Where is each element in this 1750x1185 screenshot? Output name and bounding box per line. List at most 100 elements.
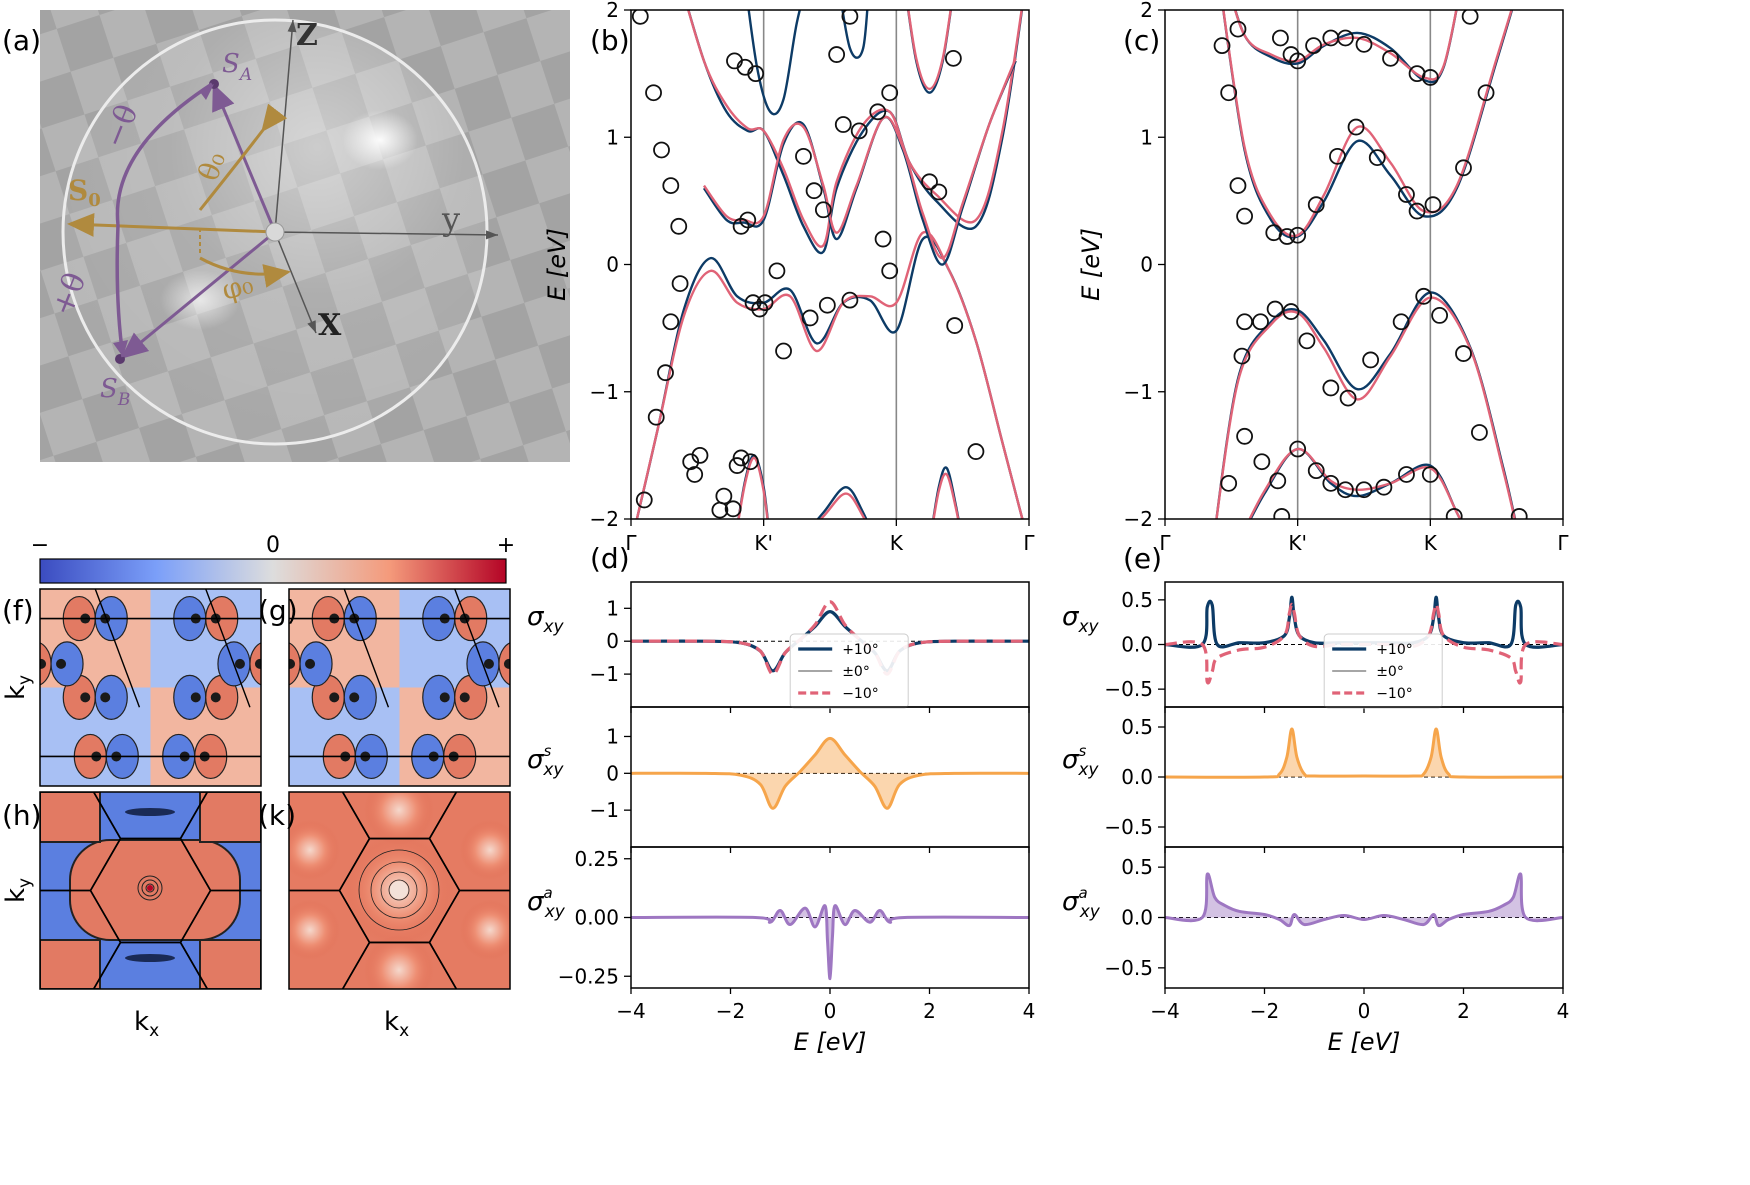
dft-point: [1355, 481, 1373, 499]
bz-line: [343, 589, 390, 708]
x-tick-label: −2: [1250, 999, 1279, 1023]
panel-label-g: (g): [258, 594, 298, 627]
colorbar-mid: 0: [266, 533, 280, 558]
legend-label: +10°: [1376, 642, 1413, 658]
panel-c-bands: −2 −1 0 1 2 Γ K' K Γ E [eV]: [1077, 0, 1569, 555]
map-f-frame: [39, 588, 262, 787]
legend-box: [789, 633, 909, 709]
series-fill: [1165, 729, 1563, 778]
x-tick-label: 0: [1358, 999, 1371, 1023]
bz-boundary: [1, 1098, 121, 1185]
bz-boundary: [520, 631, 640, 735]
x-tick-label: −2: [716, 999, 745, 1023]
band-c-2-pink: [1233, 10, 1458, 81]
dft-point: [691, 446, 709, 464]
heat-blob: [460, 820, 510, 880]
plot-area: [1165, 872, 1563, 928]
dft-point: [747, 65, 765, 83]
dft-point: [1398, 466, 1415, 483]
y-tick-label: 1: [606, 125, 619, 149]
map-region: [40, 939, 101, 989]
dft-point: [671, 275, 689, 292]
panel-b-bands: −2 −1 0 1 2 Γ K' K Γ E [eV]: [543, 0, 1035, 555]
map-core: [439, 692, 450, 703]
y-tick-label: 0: [606, 761, 619, 785]
dft-point: [715, 487, 733, 505]
y-tick-label: 0.25: [574, 847, 619, 871]
x-tick-label: −4: [616, 999, 645, 1023]
dft-point: [1273, 508, 1291, 519]
dft-point: [1269, 472, 1287, 490]
contour: [380, 871, 418, 909]
dft-point: [1229, 20, 1247, 38]
bz-boundary: [520, 942, 640, 1046]
colorbar: − 0 +: [31, 533, 515, 584]
band-lines: [631, 10, 1024, 519]
dft-point: [768, 262, 786, 280]
series-line: [631, 736, 1029, 810]
bz-boundary: [91, 1046, 211, 1150]
dft-point: [686, 466, 704, 483]
row-label-sigma-a: σa xy: [527, 884, 566, 922]
panel-a-sphere: Z y X S0 SA SB −θ +θ θ₀ φ₀: [40, 10, 570, 462]
dft-point: [732, 449, 750, 467]
map-core: [56, 658, 67, 669]
y-tick-label: 0.0: [1121, 906, 1153, 930]
x-axis-label: E [eV]: [1328, 1028, 1401, 1056]
dft-point: [1266, 300, 1284, 318]
map-core: [289, 658, 296, 669]
bz-boundary: [250, 994, 370, 1098]
y-tick-label: −1: [590, 662, 619, 686]
dft-point: [1337, 29, 1354, 47]
dft-point: [775, 342, 792, 360]
contour: [141, 879, 159, 897]
y-axis-label: E [eV]: [1077, 228, 1105, 301]
dft-point: [818, 296, 836, 314]
panel-e-conductivity: −0.5 0.0 0.5 +10° ±0° −10° −0.5 0.0 0.5 −0.5 0.0 0.…: [1104, 581, 1570, 1056]
y-tick-label: −0.25: [558, 964, 619, 988]
dft-point: [1220, 84, 1238, 102]
map-core: [254, 658, 261, 669]
dft-point: [1337, 481, 1354, 499]
panel-label-c: (c): [1123, 24, 1160, 57]
y-axis: [274, 230, 499, 240]
row-label-sigma-a-e: σa xy: [1062, 884, 1101, 922]
panel-label-d: (d): [590, 542, 630, 575]
heat-blob: [364, 792, 434, 845]
dft-point: [1339, 389, 1357, 407]
plot-area: [1165, 727, 1563, 779]
sphere-highlight-2: [160, 270, 240, 330]
bz-boundary: [271, 1046, 391, 1150]
ky-label-top: ky: [1, 675, 35, 700]
plot-area: [631, 736, 1029, 810]
dft-point: [1220, 474, 1238, 492]
dft-point: [1322, 474, 1340, 492]
dft-point: [631, 10, 649, 25]
dft-point: [967, 443, 985, 460]
x-tick-label: −4: [1150, 999, 1179, 1023]
dft-point: [662, 177, 680, 195]
map-k: [250, 631, 640, 1185]
x-tick-label: 4: [1557, 999, 1570, 1023]
panel-label-f: (f): [2, 594, 34, 627]
dft-point: [1398, 186, 1415, 203]
bz-boundary: [1, 994, 121, 1098]
map-lobe: [289, 642, 301, 686]
colorbar-max: +: [497, 533, 515, 558]
band-b-low3-pink: [932, 472, 960, 519]
band-b-upper-pink: [687, 10, 1023, 248]
heat-blob: [364, 935, 434, 989]
y-tick-label: 2: [606, 0, 619, 22]
bz-boundary: [250, 1098, 370, 1185]
dft-point: [682, 453, 700, 471]
map-core: [459, 692, 470, 703]
dft-point: [1233, 347, 1251, 365]
legend: +10° ±0° −10°: [1323, 633, 1443, 709]
x-tick-label: Γ: [1159, 531, 1171, 555]
plot-area: [631, 904, 1029, 981]
s0-label: S0: [68, 174, 101, 211]
map-lobe: [173, 674, 207, 720]
legend-label: ±0°: [1376, 664, 1404, 680]
band-b-valence-pink: [635, 230, 1024, 519]
dft-point: [1213, 37, 1231, 55]
